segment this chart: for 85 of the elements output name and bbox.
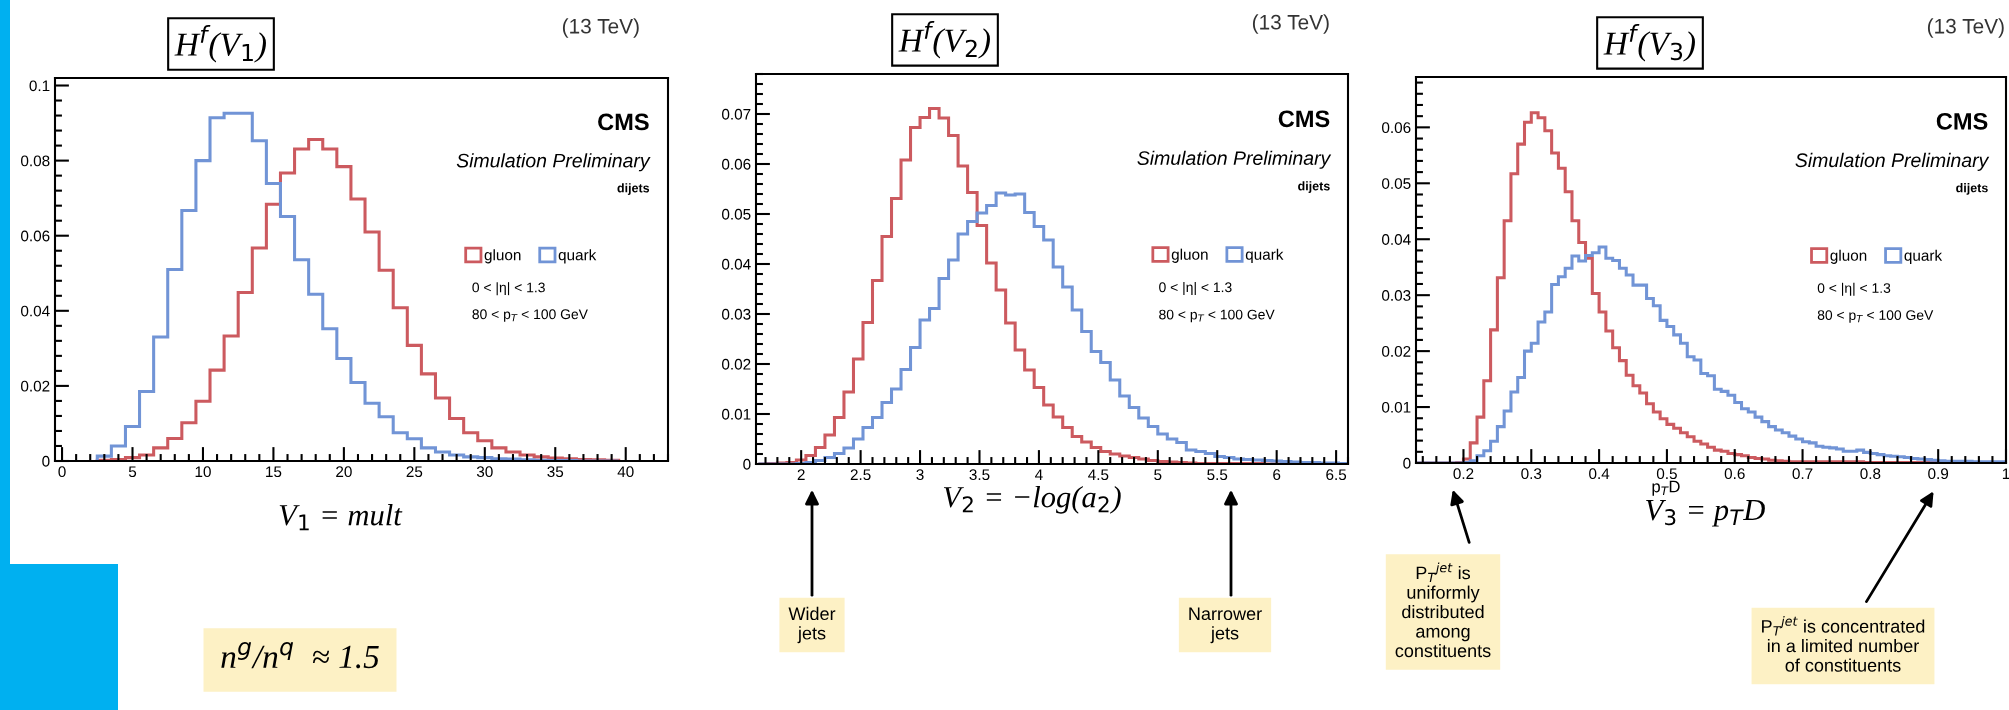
- x-tick-label: 2: [797, 469, 805, 480]
- annotation: dijets: [1298, 181, 1330, 193]
- annotation: Simulation Preliminary: [456, 153, 651, 172]
- x-tick-label: 0: [58, 466, 66, 478]
- annotation: dijets: [1956, 183, 1988, 195]
- x-tick-label: 5: [1154, 469, 1162, 481]
- y-tick-label: 0.02: [722, 358, 751, 370]
- chart-title: H$^{f}$(V$_{3}$): [1603, 24, 1695, 62]
- x-tick-label: 4.5: [1088, 469, 1109, 481]
- x-axis-title: V$_{3}$ = p$_{T}$D: [1646, 499, 1765, 527]
- text: p$_{T}$D: [1652, 480, 1680, 496]
- y-tick-label: 0.01: [722, 408, 751, 420]
- x-tick-label: 5: [128, 466, 137, 478]
- x-tick-label: 20: [336, 466, 352, 478]
- annotation: dijets: [617, 183, 650, 195]
- x-tick-label: 35: [547, 466, 564, 478]
- text: P$_{T}$$^{jet}$ is uniformly distributed among constituents: [1395, 562, 1491, 658]
- x-tick-label: 4: [1035, 469, 1043, 480]
- chart-title: H$^{f}$(V$_{2}$): [898, 21, 990, 59]
- y-tick-label: 0.04: [21, 305, 50, 317]
- annotation: 0 < |η| < 1.3: [472, 282, 545, 296]
- x-tick-label: 0.9: [1928, 468, 1949, 480]
- legend-label: quark: [1245, 248, 1284, 263]
- y-tick-label: 0: [1403, 457, 1411, 469]
- legend-label: gluon: [1171, 248, 1208, 263]
- x-tick-label: 40: [617, 466, 634, 478]
- x-tick-label: 0.6: [1724, 468, 1745, 480]
- annotation: Simulation Preliminary: [1137, 150, 1332, 169]
- x-tick-label: 0.8: [1860, 468, 1881, 480]
- y-tick-label: 0.06: [722, 158, 751, 170]
- y-tick-label: 0.1: [29, 80, 50, 92]
- x-tick-label: 10: [195, 466, 211, 478]
- annotation: 80 < p$_{T}$ < 100 GeV: [1817, 310, 1934, 323]
- annotation: CMS: [1278, 110, 1330, 128]
- legend-label: gluon: [484, 249, 521, 264]
- x-tick-label: 0.4: [1589, 468, 1610, 480]
- y-tick-label: 0.07: [722, 108, 751, 120]
- x-tick-label: 0.2: [1453, 468, 1474, 480]
- chart-title: H$^{f}$(V$_{1}$): [174, 25, 266, 63]
- x-tick-label: 30: [476, 466, 493, 478]
- legend-label: quark: [1904, 249, 1943, 264]
- x-tick-label: 2.5: [850, 469, 871, 481]
- text: n$^{g}$/n$^{q}$ ≈ 1.5: [221, 642, 379, 669]
- y-tick-label: 0.06: [1382, 122, 1411, 134]
- x-tick-label: 15: [266, 466, 282, 478]
- annotation: 80 < p$_{T}$ < 100 GeV: [1159, 309, 1275, 323]
- y-tick-label: 0.02: [1382, 345, 1411, 357]
- annotation: Simulation Preliminary: [1795, 152, 1990, 171]
- x-tick-label: 6.5: [1326, 469, 1347, 481]
- x-tick-label: 1: [2002, 468, 2009, 479]
- legend-label: gluon: [1830, 249, 1867, 264]
- y-tick-label: 0: [42, 455, 50, 467]
- annotation: 0 < |η| < 1.3: [1817, 282, 1891, 296]
- legend-label: quark: [558, 249, 597, 264]
- x-tick-label: 0.5: [1656, 468, 1677, 480]
- text: Narrower jets: [1189, 607, 1262, 644]
- y-tick-label: 0.06: [21, 230, 50, 242]
- chart-subtitle: (13 TeV): [1252, 14, 1329, 34]
- y-tick-label: 0.08: [21, 155, 50, 167]
- y-tick-label: 0: [743, 458, 751, 470]
- y-tick-label: 0.04: [722, 258, 751, 270]
- x-axis-title: V$_{2}$ = −log(a$_{2}$): [943, 485, 1121, 514]
- annotation: CMS: [1936, 112, 1988, 130]
- y-tick-label: 0.03: [1382, 290, 1411, 301]
- y-tick-label: 0.04: [1382, 234, 1411, 245]
- x-tick-label: 5.5: [1207, 469, 1228, 481]
- x-axis-title: V$_{1}$ = mult: [279, 503, 403, 531]
- x-tick-label: 25: [406, 466, 423, 478]
- y-tick-label: 0.05: [1382, 178, 1411, 189]
- text: P$_{T}$$^{jet}$ is concentrated in a limited number of constituents: [1762, 616, 1925, 672]
- y-tick-label: 0.05: [722, 208, 751, 220]
- x-tick-label: 3: [916, 469, 924, 481]
- x-tick-label: 3.5: [969, 469, 990, 481]
- x-tick-label: 0.3: [1521, 468, 1542, 480]
- y-tick-label: 0.02: [21, 380, 50, 392]
- x-tick-label: 6: [1273, 469, 1281, 481]
- y-tick-label: 0.03: [722, 308, 751, 320]
- chart-subtitle: (13 TeV): [1927, 18, 2004, 38]
- annotation: CMS: [598, 113, 649, 131]
- chart-subtitle: (13 TeV): [562, 18, 639, 38]
- y-tick-label: 0.01: [1382, 401, 1411, 413]
- x-tick-label: 0.7: [1792, 468, 1813, 480]
- text: Wider jets: [788, 606, 836, 644]
- annotation: 0 < |η| < 1.3: [1159, 282, 1232, 295]
- annotation: 80 < p$_{T}$ < 100 GeV: [472, 309, 588, 322]
